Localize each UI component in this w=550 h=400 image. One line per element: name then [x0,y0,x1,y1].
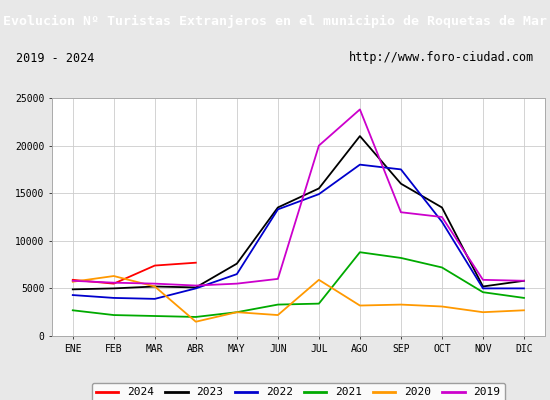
Text: Evolucion Nº Turistas Extranjeros en el municipio de Roquetas de Mar: Evolucion Nº Turistas Extranjeros en el … [3,14,547,28]
Text: 2019 - 2024: 2019 - 2024 [16,52,95,64]
Text: http://www.foro-ciudad.com: http://www.foro-ciudad.com [349,52,534,64]
Legend: 2024, 2023, 2022, 2021, 2020, 2019: 2024, 2023, 2022, 2021, 2020, 2019 [92,383,505,400]
